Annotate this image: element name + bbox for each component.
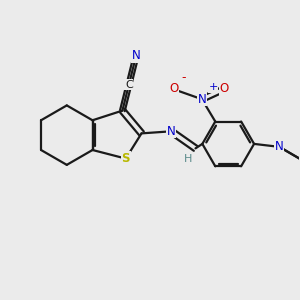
Text: O: O xyxy=(220,82,229,95)
Text: H: H xyxy=(184,154,192,164)
Text: O: O xyxy=(169,82,178,95)
Text: N: N xyxy=(167,125,176,138)
Text: N: N xyxy=(197,93,206,106)
Text: +: + xyxy=(208,82,218,92)
Text: C: C xyxy=(125,80,133,90)
Text: S: S xyxy=(122,152,130,165)
Text: -: - xyxy=(182,71,186,84)
Text: N: N xyxy=(275,140,284,153)
Text: N: N xyxy=(132,49,140,62)
